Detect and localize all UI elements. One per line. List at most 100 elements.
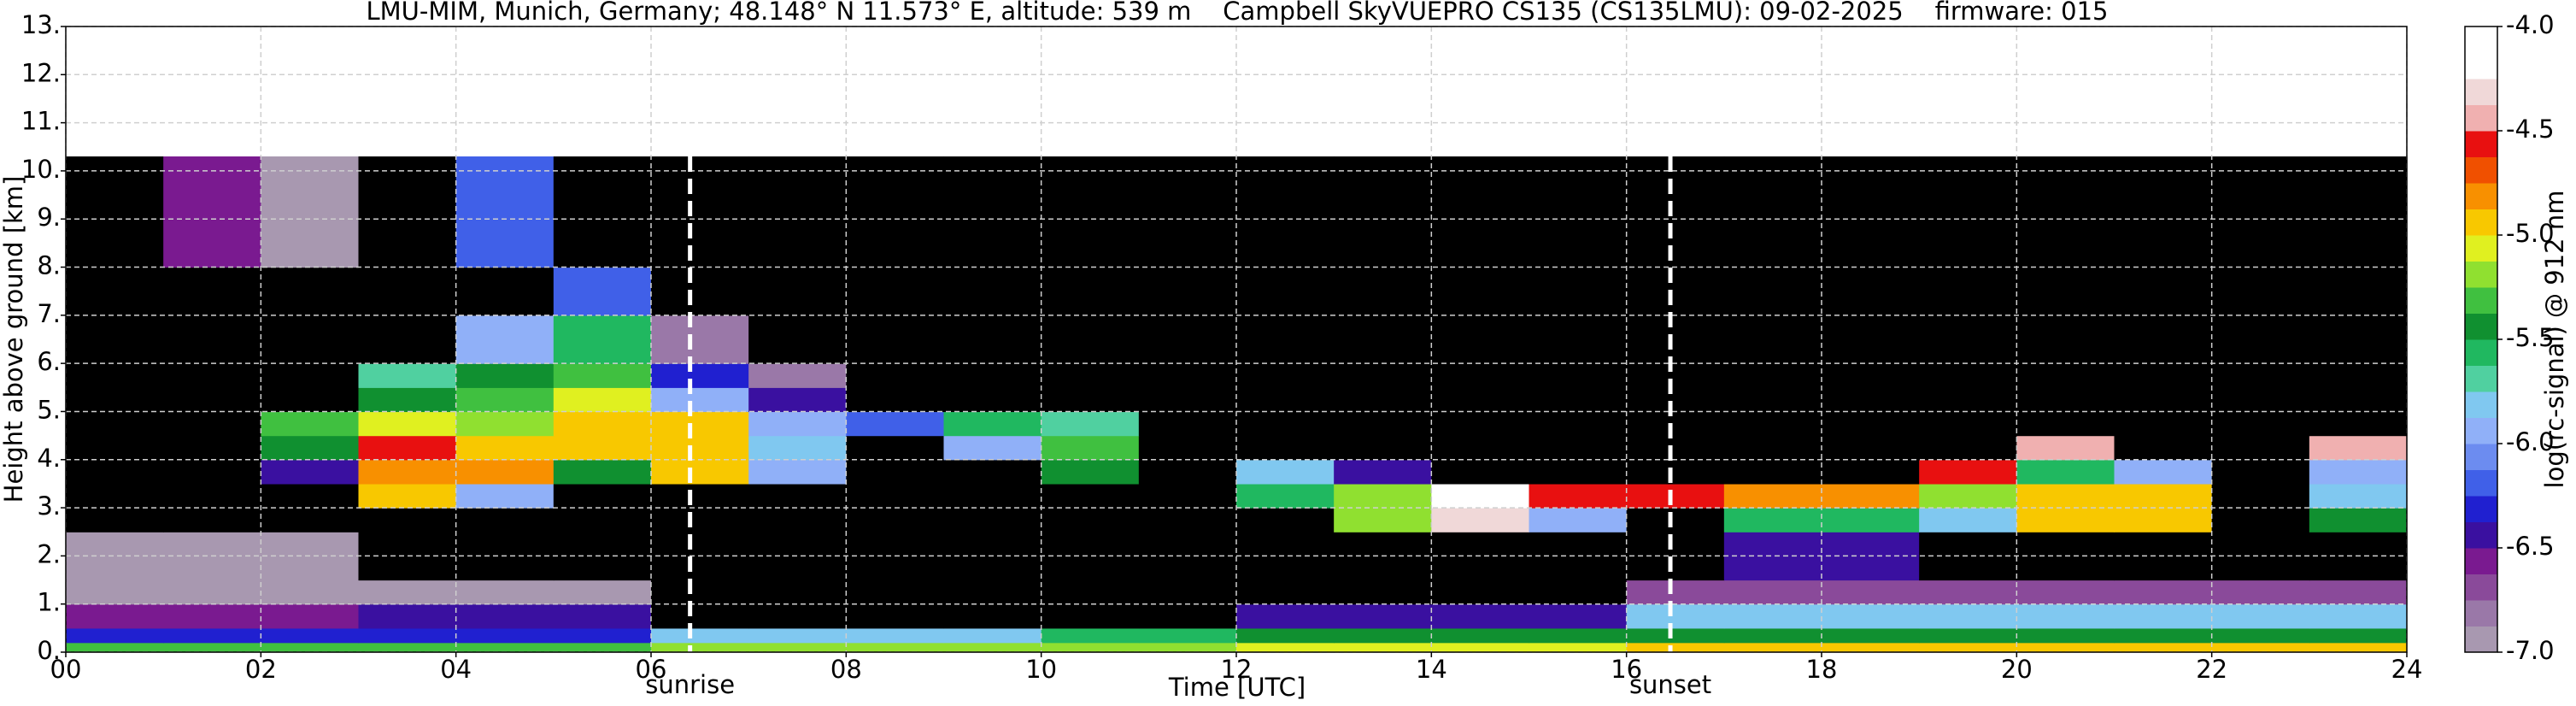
heatmap-cell [1236,508,1335,532]
y-tick-label: 9. [37,203,61,232]
heatmap-cell [1919,156,2017,268]
heatmap-cell [66,508,164,532]
heatmap-cell [1431,363,1530,388]
heatmap-cell [163,580,261,605]
heatmap-cell [553,508,652,532]
colorbar-cell [2465,365,2497,392]
chart-title: LMU-MIM, Munich, Germany; 48.148° N 11.5… [367,0,2109,26]
heatmap-cell [1723,642,1822,653]
heatmap-cell [1723,580,1822,605]
heatmap-cell [1919,459,2017,485]
heatmap-cell [2016,411,2115,437]
x-tick-label: 16 [1611,655,1642,684]
heatmap-cell [2114,435,2213,461]
x-tick-label: 12 [1221,655,1253,684]
heatmap-cell [163,483,261,509]
heatmap-cell [1723,387,1822,413]
heatmap-cell [261,387,360,413]
x-tick-label: 02 [245,655,277,684]
heatmap-cell [1529,387,1628,413]
heatmap-cell [455,483,555,509]
heatmap-cell [1723,603,1822,629]
heatmap-cell [748,508,847,532]
heatmap-cell [66,267,164,316]
heatmap-cell [846,411,945,437]
heatmap-cell [358,315,457,364]
heatmap-cell [651,315,749,364]
heatmap-cell [1626,156,1725,268]
heatmap-cell [455,411,555,437]
heatmap-cell [651,508,749,532]
heatmap-cell [748,267,847,316]
heatmap-cell [2016,363,2115,388]
heatmap-cell [66,580,164,605]
x-tick-label: 04 [440,655,472,684]
heatmap-cell [1138,411,1237,437]
heatmap-cell [2309,411,2408,437]
heatmap-cell [846,387,945,413]
heatmap-cell [1334,642,1432,653]
heatmap-cell [1041,267,1140,316]
heatmap-cell [261,459,360,485]
colorbar-cell [2465,391,2497,418]
heatmap-cell [358,156,457,268]
heatmap-cell [1919,267,2017,316]
heatmap-cell [2016,642,2115,653]
heatmap-cell [1334,483,1432,509]
heatmap-cell [1822,435,1920,461]
heatmap-cell [1626,603,1725,629]
colorbar-cell [2465,574,2497,601]
heatmap-cell [1626,459,1725,485]
heatmap-cell [1919,580,2017,605]
heatmap-cell [1334,580,1432,605]
heatmap-cell [748,156,847,268]
heatmap-cell [1626,627,1725,644]
heatmap-cell [2211,315,2310,364]
heatmap-cell [1138,642,1237,653]
heatmap-cell [748,483,847,509]
heatmap-cell [1138,459,1237,485]
heatmap-cell [748,315,847,364]
heatmap-cell [2114,580,2213,605]
heatmap-cell [2016,387,2115,413]
colorbar-tick-label: -4.5 [2506,115,2555,144]
heatmap-cell [1334,315,1432,364]
heatmap-cell [358,435,457,461]
heatmap-cell [748,642,847,653]
heatmap-cell [2211,580,2310,605]
colorbar-cell [2465,496,2497,522]
heatmap-cell [2211,642,2310,653]
heatmap-cell [2016,267,2115,316]
heatmap-cell [2211,532,2310,581]
heatmap-cell [66,315,164,364]
colorbar-cell [2465,26,2497,53]
y-tick-label: 4. [37,444,61,473]
colorbar-cell [2465,339,2497,366]
heatmap-cell [1431,642,1530,653]
heatmap-cell [1138,363,1237,388]
heatmap-cell [358,411,457,437]
heatmap-cell [1236,411,1335,437]
heatmap-cell [846,627,945,644]
heatmap-cell [748,363,847,388]
heatmap-cell [1138,315,1237,364]
heatmap-cell [1723,532,1822,581]
heatmap-cell [1529,435,1628,461]
x-tick-label: 24 [2391,655,2423,684]
heatmap-cell [1626,387,1725,413]
heatmap-cell [846,363,945,388]
heatmap-cell [2309,363,2408,388]
heatmap-cell [943,411,1042,437]
heatmap-cell [455,627,555,644]
heatmap-cell [1041,411,1140,437]
heatmap-cell [163,156,261,268]
heatmap-cell [1626,483,1725,509]
heatmap-cell [455,459,555,485]
heatmap-cell [2309,483,2408,509]
heatmap-cell [261,483,360,509]
heatmap-cell [66,363,164,388]
heatmap-cell [358,459,457,485]
heatmap-cell [846,642,945,653]
heatmap-cell [1626,508,1725,532]
